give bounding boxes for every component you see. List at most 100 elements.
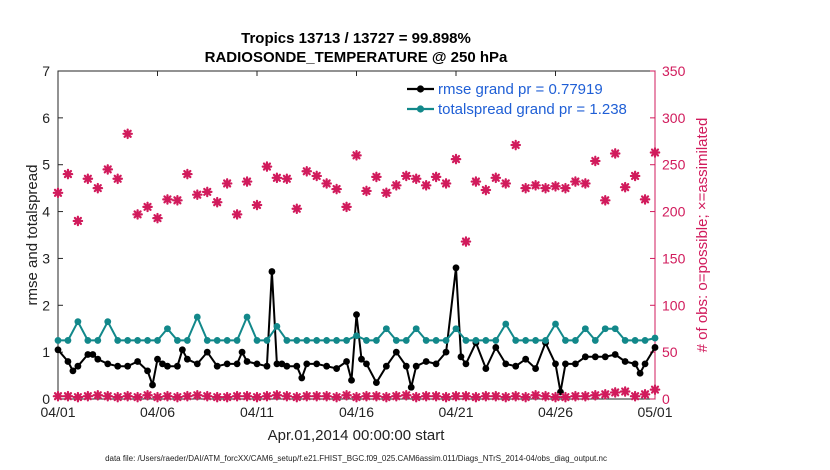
data-point-rmse — [353, 311, 360, 319]
data-point-totalspread — [164, 325, 171, 333]
data-point-totalspread — [502, 320, 510, 328]
obs-assimilated-marker — [570, 390, 581, 402]
star-stroke — [422, 181, 431, 190]
star-stroke — [332, 393, 341, 402]
data-point-rmse — [348, 376, 355, 384]
data-point-totalspread — [323, 337, 331, 344]
star-stroke — [591, 391, 600, 400]
obs-assimilated-marker — [609, 387, 621, 398]
obs-possible-marker — [221, 178, 233, 189]
star-stroke — [262, 162, 272, 171]
data-point-rmse — [178, 346, 186, 354]
left-y-tick-label: 7 — [42, 63, 50, 79]
obs-assimilated-marker — [331, 391, 342, 403]
star-stroke — [292, 393, 301, 402]
obs-assimilated-marker — [321, 390, 332, 402]
star-stroke — [342, 202, 351, 211]
x-tick-label: 04/16 — [339, 404, 374, 420]
series-line-rmse — [57, 266, 656, 393]
obs-possible-marker — [72, 215, 84, 227]
data-point-rmse — [363, 360, 370, 368]
obs-assimilated-marker — [560, 391, 571, 403]
data-point-rmse — [54, 346, 62, 354]
data-point-rmse — [94, 355, 102, 363]
obs-assimilated-marker — [261, 390, 273, 402]
legend-marker-totalspread — [416, 105, 425, 113]
data-point-rmse — [268, 268, 276, 275]
star-stroke — [63, 169, 73, 179]
star-stroke — [541, 184, 550, 193]
obs-possible-marker — [400, 170, 412, 182]
data-point-rmse — [502, 360, 510, 368]
data-point-totalspread — [114, 337, 122, 344]
data-point-totalspread — [203, 337, 211, 344]
star-stroke — [103, 392, 112, 401]
star-stroke — [471, 177, 480, 186]
x-tick-label: 04/01 — [40, 404, 75, 420]
star-stroke — [233, 210, 242, 219]
star-stroke — [650, 148, 660, 157]
star-stroke — [521, 393, 530, 402]
obs-assimilated-marker — [72, 391, 84, 403]
star-stroke — [252, 393, 262, 402]
star-stroke — [213, 198, 222, 207]
obs-possible-marker — [182, 168, 193, 180]
star-stroke — [541, 392, 550, 401]
obs-assimilated-marker — [410, 391, 422, 403]
obs-assimilated-marker — [460, 390, 472, 402]
data-point-totalspread — [572, 337, 579, 344]
star-stroke — [640, 195, 650, 204]
star-stroke — [611, 388, 620, 397]
data-point-totalspread — [651, 334, 659, 342]
obs-assimilated-marker — [500, 391, 512, 403]
data-point-rmse — [452, 264, 460, 272]
data-point-rmse — [253, 360, 261, 368]
star-stroke — [123, 392, 132, 401]
star-stroke — [312, 171, 321, 181]
data-point-rmse — [512, 362, 520, 370]
obs-assimilated-marker — [62, 390, 74, 402]
star-stroke — [362, 186, 371, 196]
left-y-tick-label: 5 — [42, 157, 50, 173]
obs-possible-marker — [211, 196, 223, 208]
data-point-rmse — [223, 360, 231, 368]
obs-possible-marker — [291, 203, 303, 215]
obs-possible-marker — [142, 201, 153, 213]
obs-assimilated-marker — [371, 390, 382, 402]
data-point-rmse — [492, 344, 500, 351]
star-stroke — [332, 184, 341, 194]
obs-possible-marker — [420, 180, 432, 191]
obs-assimilated-marker — [599, 389, 611, 400]
star-stroke — [203, 392, 212, 401]
right-y-tick-label: 100 — [662, 297, 686, 313]
data-point-totalspread — [223, 337, 231, 344]
star-stroke — [302, 167, 311, 176]
data-point-totalspread — [193, 313, 201, 321]
obs-assimilated-marker — [381, 391, 392, 403]
data-point-rmse — [203, 348, 211, 356]
obs-possible-marker — [500, 178, 512, 189]
star-stroke — [73, 393, 83, 402]
data-point-rmse — [522, 355, 530, 363]
data-point-totalspread — [233, 337, 241, 344]
obs-assimilated-marker — [142, 389, 153, 401]
obs-assimilated-marker — [351, 391, 362, 403]
data-point-totalspread — [532, 337, 539, 344]
axes-ticks: 04/01 04/06 04/11 04/16 04/21 04/26 05/0101234… — [40, 63, 685, 420]
obs-assimilated-marker — [92, 389, 104, 401]
star-stroke — [272, 173, 281, 182]
star-stroke — [183, 169, 192, 179]
star-stroke — [83, 392, 92, 401]
data-point-totalspread — [363, 337, 370, 344]
data-point-totalspread — [373, 337, 380, 344]
obs-possible-marker — [52, 187, 64, 199]
right-y-tick-label: 300 — [662, 110, 686, 126]
data-point-totalspread — [601, 325, 609, 333]
obs-possible-marker — [241, 176, 253, 187]
right-y-tick-label: 150 — [662, 250, 686, 266]
obs-possible-marker — [92, 182, 104, 194]
x-tick-label: 04/26 — [538, 404, 573, 420]
star-stroke — [312, 392, 321, 401]
data-point-totalspread — [512, 337, 520, 344]
